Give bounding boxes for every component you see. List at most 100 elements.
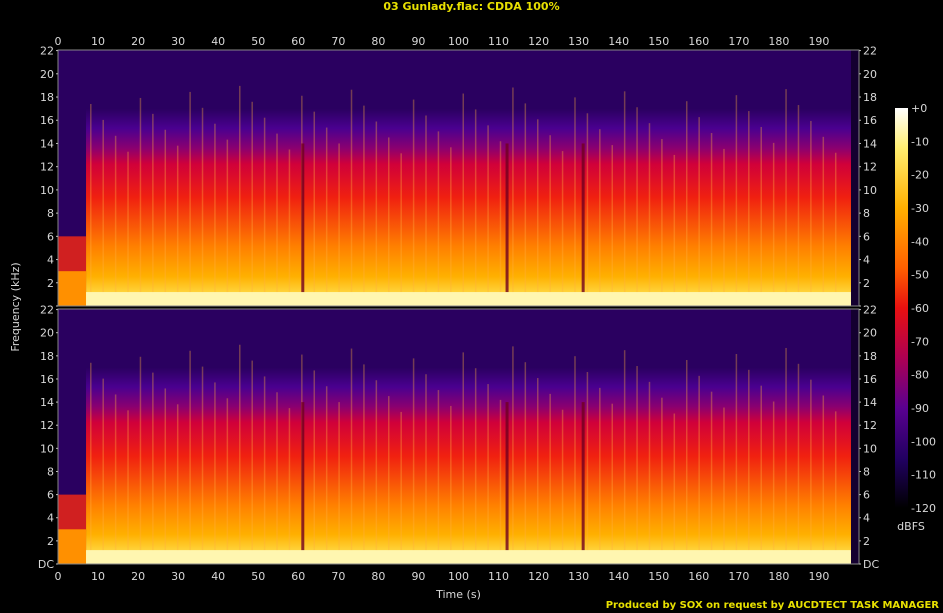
colorbar-tick-label: -110 [911,469,936,482]
y-tick-label-left: 20 [40,327,54,340]
spectrum-streak [834,152,837,306]
spectrum-streak [797,105,800,306]
spectrum-streak [673,154,676,306]
y-tick-label-right: 4 [863,254,870,267]
colorbar-tick-label: -30 [911,202,929,215]
panel-border [57,308,860,565]
colorbar-gradient [895,108,908,508]
x-tick-label-top: 190 [808,35,829,48]
spectrum-streak [164,388,167,564]
x-tick-label-bottom: 190 [808,570,829,583]
x-tick-label-top: 120 [528,35,549,48]
y-tick-label-right: 4 [863,512,870,525]
y-tick-label-right: 10 [863,184,877,197]
spectrum-streak [450,405,452,564]
x-tick-label-bottom: 100 [448,570,469,583]
y-tick-label-left: 14 [40,137,54,150]
spectrum-streak [586,113,589,306]
spectrum-streak [375,380,378,564]
x-tick-label-top: 100 [448,35,469,48]
spectrum-streak [437,390,440,564]
x-tick-label-bottom: 130 [568,570,589,583]
x-tick-label-bottom: 110 [488,570,509,583]
y-tick-label-right: 16 [863,373,877,386]
colorbar-tick-label: -80 [911,369,929,382]
y-tick-label-right: 6 [863,489,870,502]
spectrum-streak [586,372,589,564]
x-tick-label-top: 150 [648,35,669,48]
colorbar-tick-label: +0 [911,102,927,115]
spectrum-streak [239,85,241,306]
spectrum-streak [512,87,514,306]
spectrum-streak [214,382,216,564]
spectrum-streak [276,392,278,564]
y-tick-label-left: 12 [40,419,54,432]
spectrum-streak [139,356,142,564]
spectrum-streak [611,145,613,306]
y-tick-label-right: 14 [863,396,877,409]
spectrum-body [86,367,851,564]
spectrum-dip [301,402,305,564]
y-tick-label-left: 18 [40,350,54,363]
spectrum-streak [276,133,278,306]
spectrum-streak [487,384,489,564]
y-tick-label-right: 8 [863,207,870,220]
colorbar-tick-label: -70 [911,335,929,348]
spectrum-streak [797,363,800,564]
x-tick-label-top: 50 [251,35,265,48]
y-tick-label-right: 12 [863,419,877,432]
spectrum-streak [226,139,229,306]
y-tick-label-left: 20 [40,68,54,81]
spectrum-streak [139,97,142,306]
spectrum-streak [636,107,638,307]
colorbar-tick-label: -50 [911,269,929,282]
spectrum-streak [822,395,825,564]
x-axis-label: Time (s) [435,588,481,601]
y-tick-label-right: 2 [863,277,870,290]
spectrum-streak [574,97,576,306]
y-tick-label-right: 16 [863,114,877,127]
spectrum-dip [505,143,509,306]
x-tick-label-bottom: 40 [211,570,225,583]
x-tick-label-top: 0 [55,35,62,48]
colorbar-tick-label: -40 [911,235,929,248]
spectrum-streak [499,399,502,564]
colorbar-tick-label: -90 [911,402,929,415]
x-tick-label-top: 130 [568,35,589,48]
spectrum-streak [214,123,216,306]
x-tick-label-bottom: 180 [768,570,789,583]
spectrum-streak [760,385,762,564]
spectrum-streak [611,403,613,564]
spectrum-streak [437,131,440,306]
spectrum-streak [499,141,502,306]
spectrum-streak [127,151,129,306]
footer-credit: Produced by SOX on request by AUCDTECT T… [605,600,939,611]
spectrum-streak [685,360,688,564]
y-tick-label-left: DC [38,558,54,571]
spectrum-streak [623,350,626,564]
spectrum-body [86,108,851,306]
x-tick-label-bottom: 140 [608,570,629,583]
spectrum-streak [462,352,465,564]
spectrum-streak [735,95,738,306]
spectrum-streak [623,91,626,307]
spectrum-streak [549,135,551,306]
y-tick-label-left: 10 [40,184,54,197]
spectrum-streak [648,381,651,564]
spectrum-streak [772,401,775,564]
spectrum-streak [363,364,365,564]
x-tick-label-bottom: 90 [411,570,425,583]
spectrum-streak [363,105,365,307]
x-tick-label-top: 180 [768,35,789,48]
spectrum-streak [201,366,204,564]
spectrum-streak [152,372,154,564]
spectrum-streak [536,378,539,564]
spectrum-streak [263,376,266,564]
spectrum-streak [350,348,353,564]
x-tick-label-top: 10 [91,35,105,48]
spectrum-streak [599,129,601,306]
y-tick-label-right: 2 [863,535,870,548]
spectrum-streak [375,121,378,307]
spectrum-streak [226,398,229,564]
y-tick-label-left: 6 [47,489,54,502]
